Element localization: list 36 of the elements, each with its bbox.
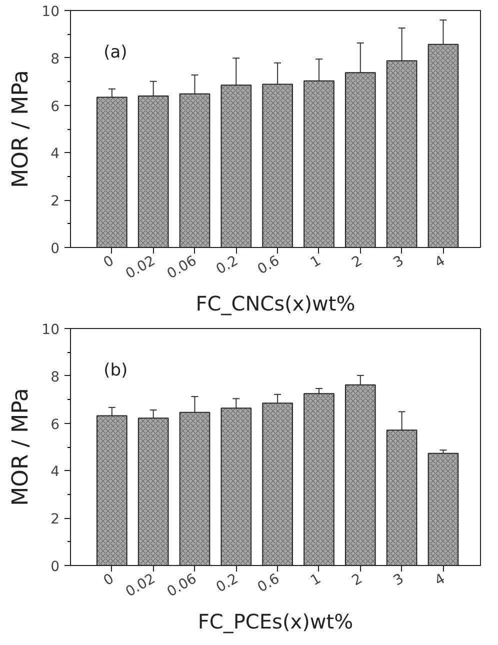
y-tick-label: 8	[50, 369, 60, 386]
y-tick-label: 6	[50, 416, 60, 433]
y-tick-label: 6	[50, 98, 60, 115]
x-tick-label: 0.6	[255, 252, 282, 278]
x-axis-title: FC_PCEs(x)wt%	[198, 610, 354, 634]
x-tick-label: 2	[349, 570, 366, 590]
y-tick-label: 2	[50, 194, 60, 210]
x-axis-title: FC_CNCs(x)wt%	[196, 292, 356, 316]
annotation: (a)	[104, 42, 128, 63]
y-tick-label: 4	[50, 146, 60, 162]
x-tick-label: 0.6	[255, 570, 282, 596]
y-tick-label: 10	[42, 4, 60, 20]
x-tick-label: 0.2	[214, 570, 241, 596]
x-tick-label: 3	[390, 252, 407, 272]
x-tick-label: 0.2	[214, 252, 241, 278]
y-tick-label: 0	[50, 241, 60, 257]
x-tick-label: 0.02	[123, 252, 158, 282]
y-tick-label: 2	[50, 512, 60, 528]
x-tick-label: 2	[349, 252, 366, 272]
x-tick-label: 3	[390, 570, 407, 590]
y-axis-title: MOR / MPa	[8, 70, 34, 188]
x-tick-label: 0.02	[123, 570, 158, 600]
y-tick-label: 10	[42, 322, 60, 338]
y-axis-title: MOR / MPa	[8, 388, 34, 506]
x-tick-label: 4	[432, 570, 448, 590]
y-tick-label: 4	[50, 464, 60, 480]
x-tick-label: 1	[308, 252, 324, 272]
x-tick-label: 0.06	[164, 252, 200, 282]
x-tick-label: 0	[100, 252, 117, 272]
x-tick-label: 0.06	[164, 570, 200, 600]
y-tick-label: 0	[50, 559, 60, 575]
x-tick-label: 1	[308, 570, 324, 590]
y-tick-label: 8	[50, 51, 60, 68]
x-tick-label: 4	[432, 252, 448, 272]
annotation: (b)	[104, 360, 128, 381]
x-tick-label: 0	[100, 570, 117, 590]
